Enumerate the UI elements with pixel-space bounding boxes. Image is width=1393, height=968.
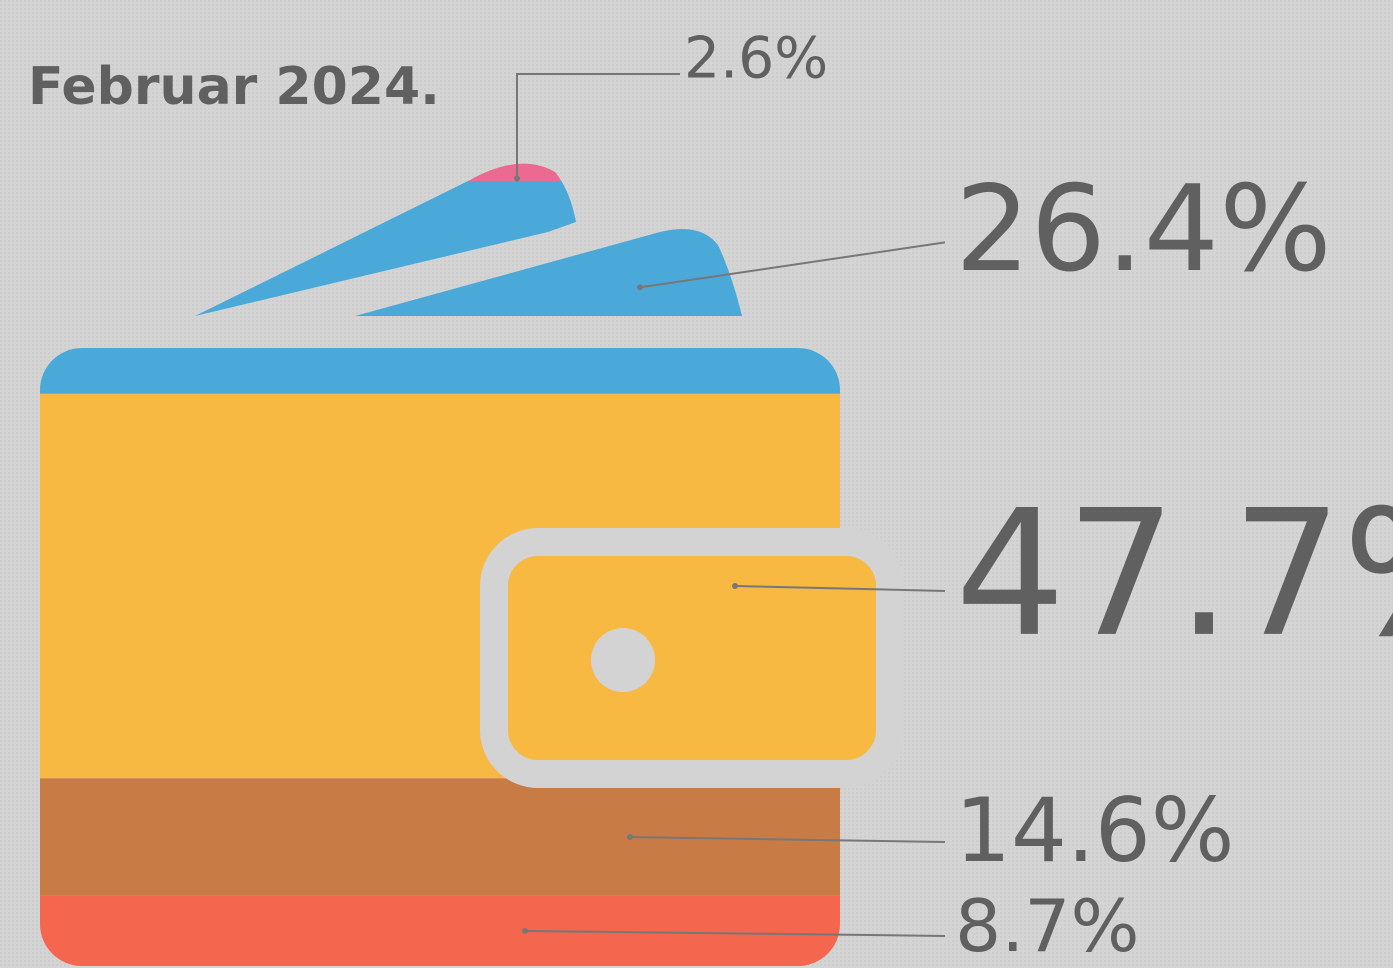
band — [40, 895, 890, 966]
leader-dot — [637, 284, 643, 291]
leader-line — [639, 241, 946, 289]
leader-line — [734, 584, 946, 592]
band — [40, 778, 890, 896]
value-label: 8.7% — [955, 885, 1139, 968]
clasp-ring — [480, 528, 904, 788]
leader-line — [516, 73, 680, 179]
leader-line — [524, 929, 946, 937]
chart-title: Februar 2024. — [28, 57, 440, 117]
clasp-hole — [591, 628, 655, 692]
value-label: 2.6% — [684, 26, 828, 92]
leader-dot — [514, 175, 520, 182]
leader-dot — [627, 834, 633, 841]
value-label: 14.6% — [955, 779, 1234, 882]
leader-dot — [732, 582, 738, 589]
value-label: 26.4% — [955, 160, 1332, 298]
value-label: 47.7% — [955, 473, 1393, 676]
leader-line — [629, 836, 946, 844]
leader-dot — [522, 927, 528, 934]
